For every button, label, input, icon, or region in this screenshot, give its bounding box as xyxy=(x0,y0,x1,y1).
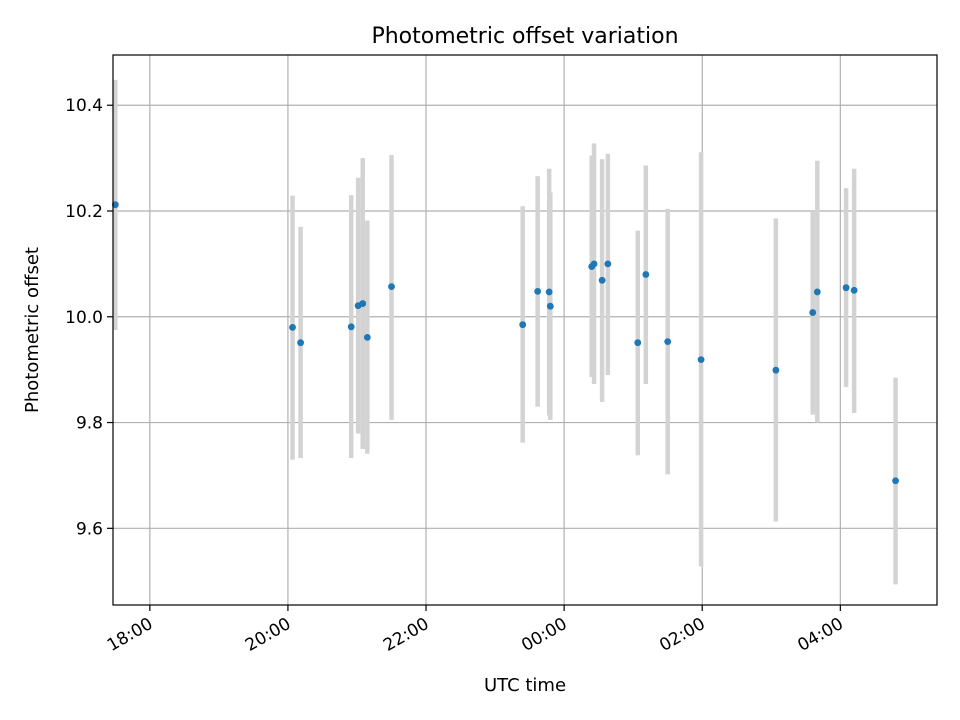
data-point xyxy=(850,286,858,294)
x-tick-label: 02:00 xyxy=(656,614,708,656)
data-point xyxy=(604,260,612,268)
point-layer xyxy=(111,201,899,485)
data-point xyxy=(842,284,850,292)
y-tick-label: 10.2 xyxy=(65,202,103,222)
x-tick-label: 04:00 xyxy=(794,614,846,656)
errorbar-layer xyxy=(113,79,898,585)
data-point xyxy=(534,287,542,295)
data-point xyxy=(642,271,650,278)
data-point xyxy=(598,276,606,284)
data-point xyxy=(634,339,642,347)
data-point xyxy=(347,323,355,331)
data-point xyxy=(297,339,304,347)
data-point xyxy=(813,288,821,296)
data-point xyxy=(289,323,296,331)
x-tick-label: 20:00 xyxy=(242,614,294,656)
data-point xyxy=(111,201,119,209)
data-point xyxy=(363,334,371,341)
data-point xyxy=(664,338,672,346)
data-point xyxy=(697,356,705,364)
y-axis-label: Photometric offset xyxy=(22,247,43,413)
data-point xyxy=(519,321,527,329)
x-tick-label: 00:00 xyxy=(518,614,570,656)
y-tick-label: 10.0 xyxy=(65,308,103,328)
data-point xyxy=(590,260,598,268)
data-point xyxy=(359,300,367,307)
data-point xyxy=(809,309,817,316)
data-point xyxy=(545,288,553,296)
y-tick-label: 9.8 xyxy=(76,414,103,434)
chart-title: Photometric offset variation xyxy=(371,24,678,49)
x-axis-label: UTC time xyxy=(484,675,566,696)
data-point xyxy=(546,302,554,310)
data-point xyxy=(388,283,395,291)
y-tick-label: 9.6 xyxy=(76,519,103,539)
plot-area-frame xyxy=(112,54,938,606)
tick-layer: 18:00 20:00 22:00 00:00 02:00 04:00 9.6 9.8 10.0… xyxy=(65,96,847,656)
x-tick-label: 18:00 xyxy=(104,614,156,656)
data-point xyxy=(772,366,780,374)
data-point xyxy=(892,477,899,485)
x-tick-label: 22:00 xyxy=(380,614,432,656)
y-tick-label: 10.4 xyxy=(65,96,103,116)
